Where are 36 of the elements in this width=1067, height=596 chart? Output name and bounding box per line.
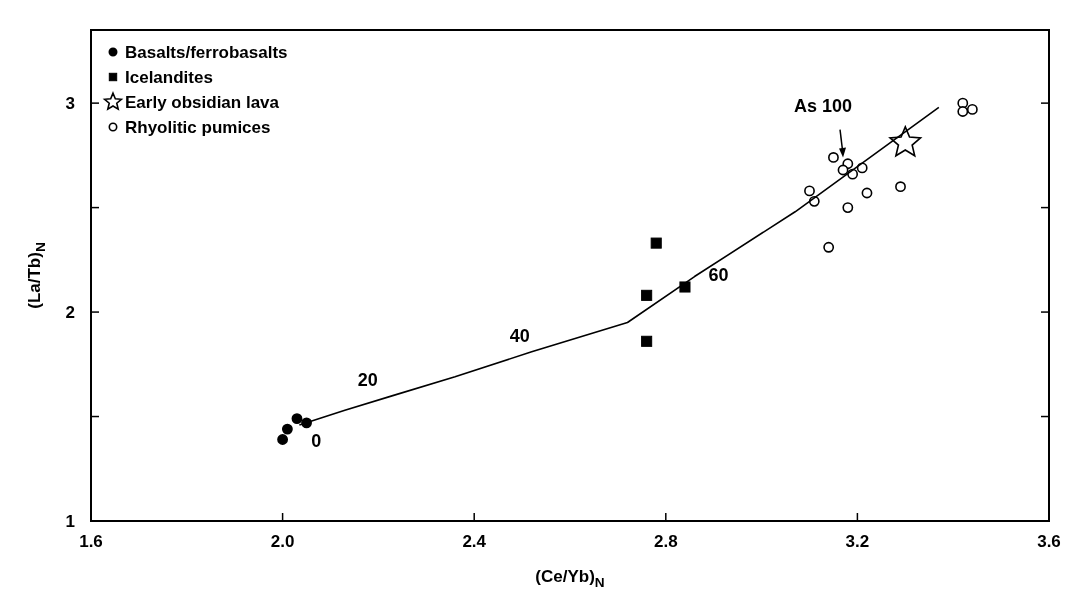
x-tick-label: 3.6	[1037, 532, 1061, 551]
point	[277, 434, 289, 445]
legend-label: Early obsidian lava	[125, 93, 280, 112]
point	[895, 181, 906, 193]
annotation: 0	[311, 430, 322, 451]
point	[641, 289, 653, 301]
point	[650, 237, 662, 249]
x-tick-label: 2.0	[270, 532, 295, 551]
point	[804, 185, 815, 197]
annotation: 20	[357, 369, 378, 390]
point	[957, 106, 969, 117]
point	[291, 413, 303, 425]
legend-label: Basalts/ferrobasalts	[125, 43, 288, 62]
point	[679, 281, 691, 293]
point	[837, 164, 849, 176]
point	[889, 126, 922, 157]
annotation: 40	[509, 325, 530, 346]
x-tick-label: 2.8	[653, 532, 678, 551]
y-tick-label: 2	[65, 303, 75, 323]
point	[842, 202, 854, 214]
legend-label: Rhyolitic pumices	[125, 118, 271, 137]
point	[281, 423, 293, 435]
annotation: 60	[708, 264, 729, 285]
point	[861, 187, 873, 199]
y-tick-label: 3	[65, 94, 75, 114]
x-tick-label: 1.6	[79, 532, 103, 551]
point	[828, 152, 839, 163]
point	[823, 241, 835, 253]
x-tick-label: 2.4	[462, 532, 487, 551]
point	[641, 335, 653, 347]
annotation: As 100	[794, 95, 853, 116]
x-tick-label: 3.2	[845, 532, 870, 551]
point	[966, 103, 978, 115]
legend-label: Icelandites	[125, 68, 213, 87]
y-tick-label: 1	[65, 512, 75, 531]
x-axis-title: (Ce/Yb)$_{N}$	[535, 567, 605, 590]
